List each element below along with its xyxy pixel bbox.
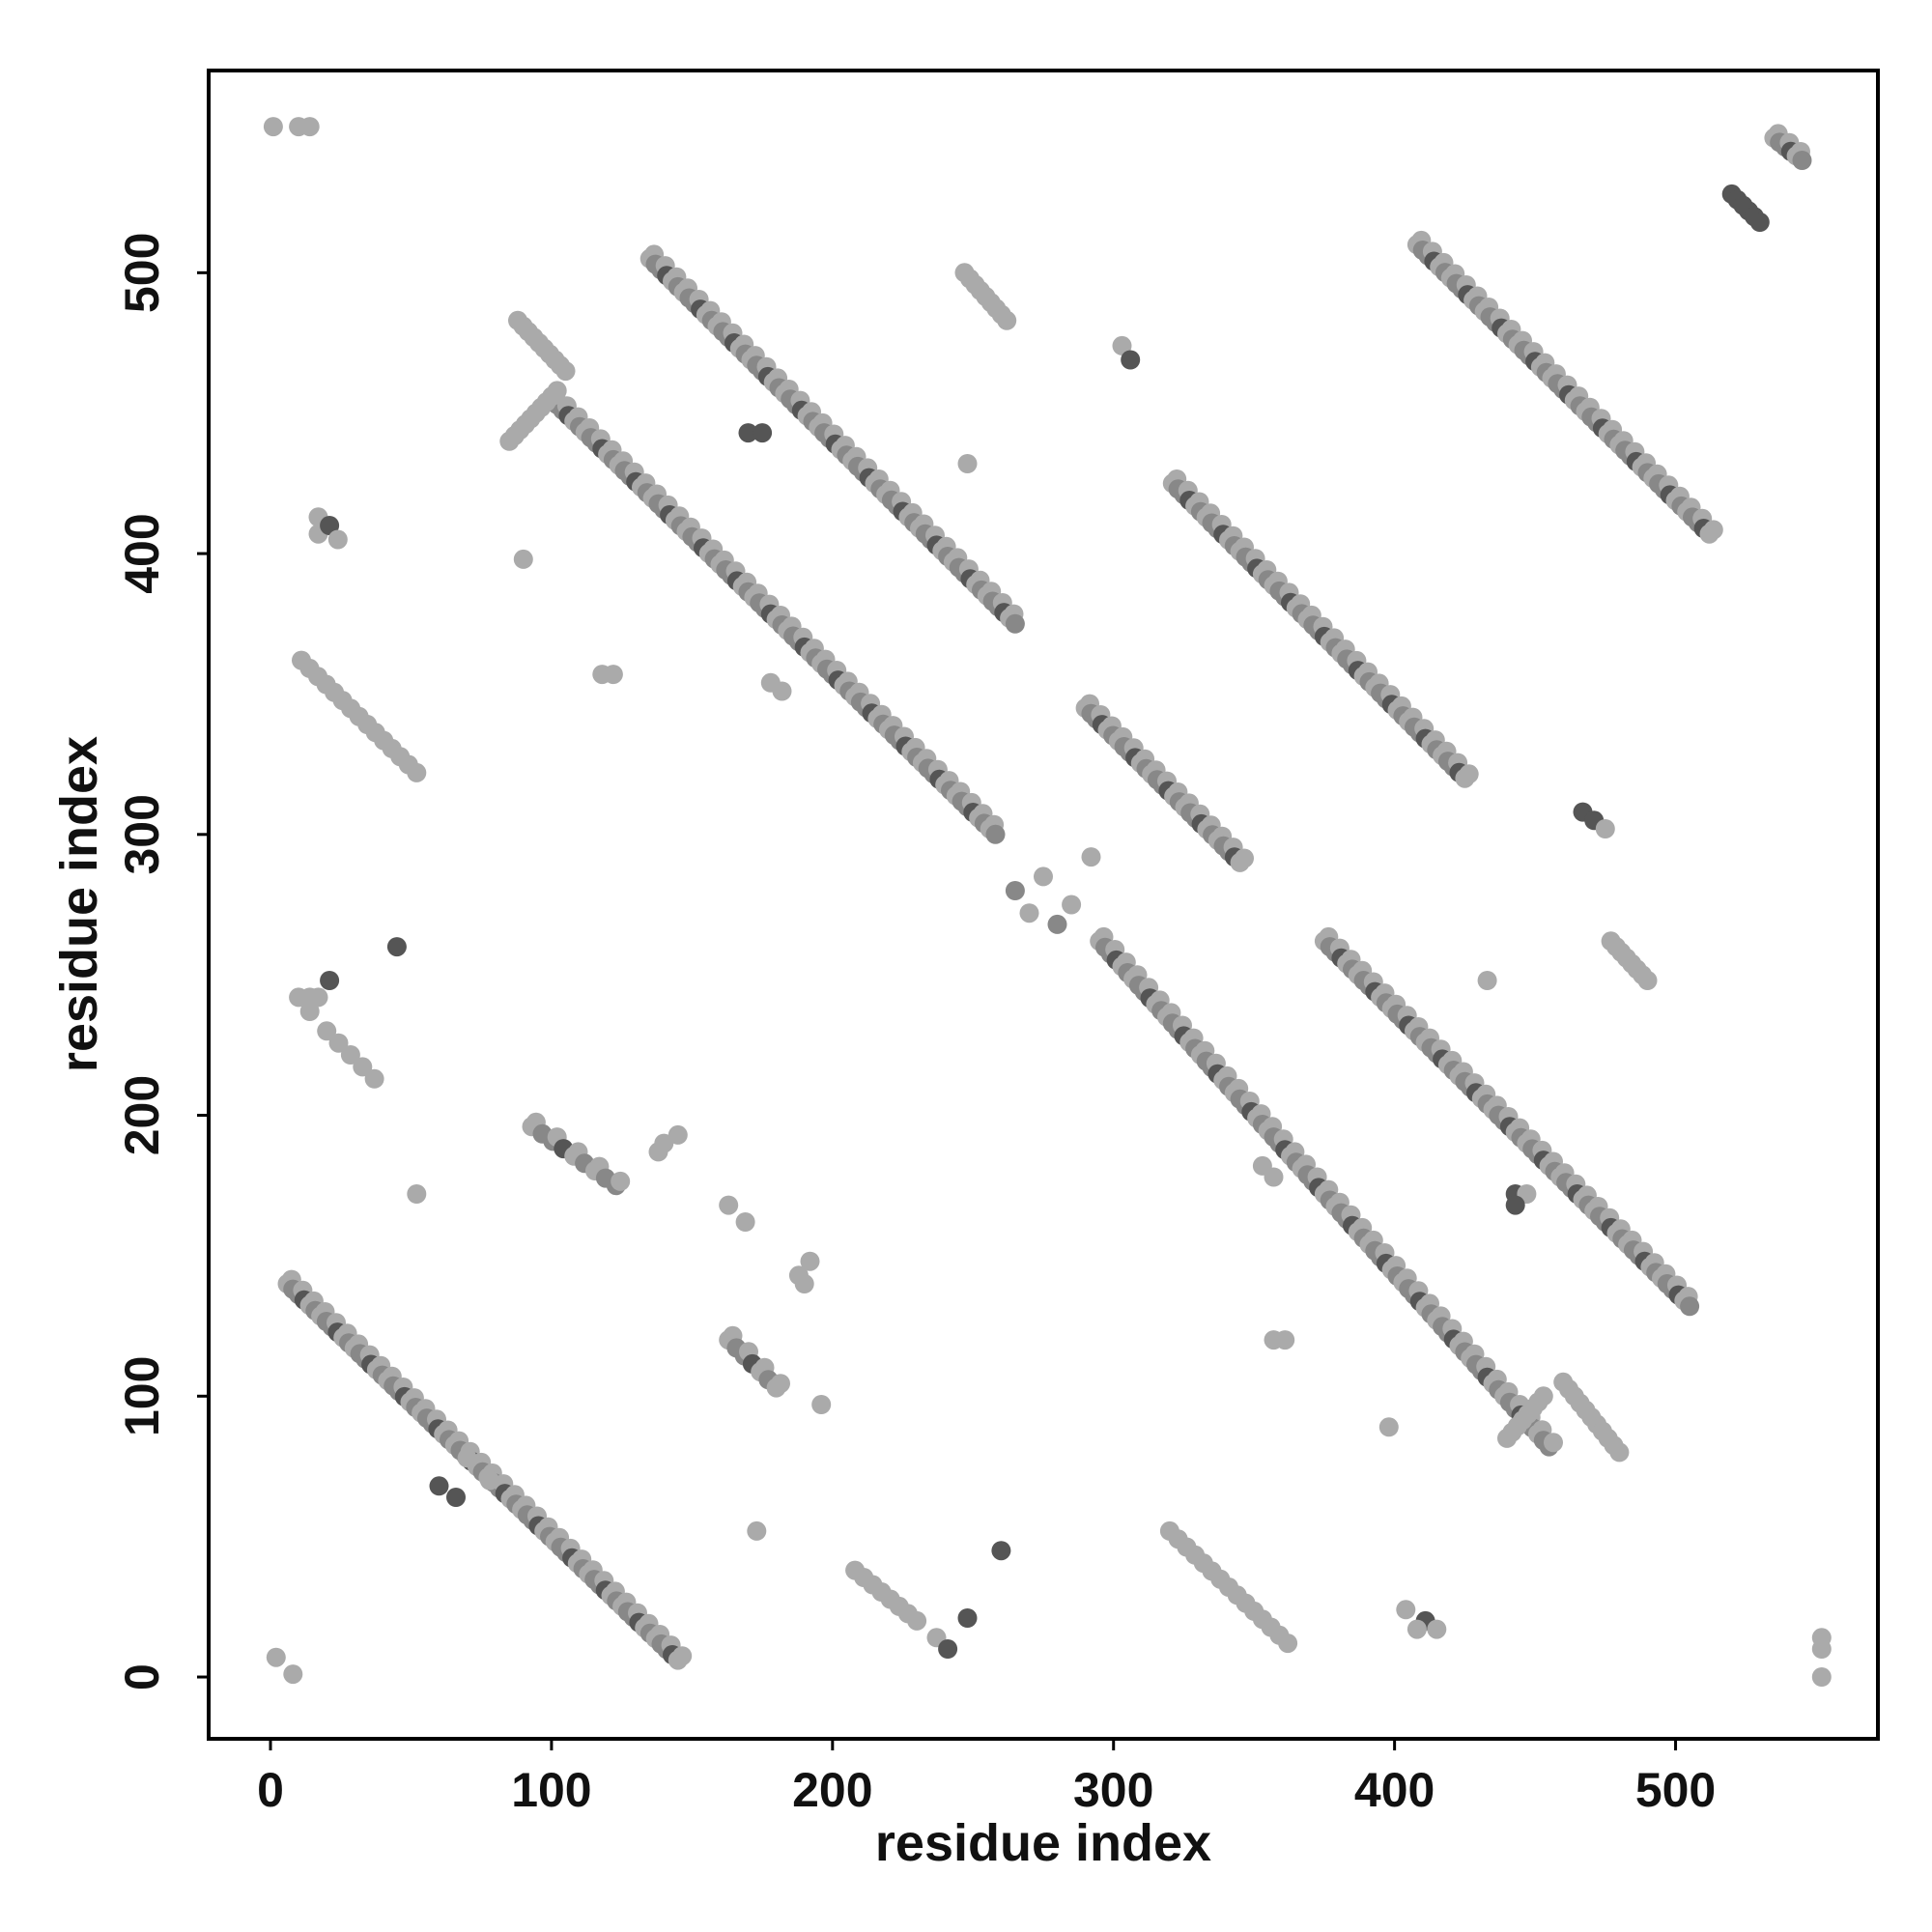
x-tick-label: 0 xyxy=(257,1763,284,1817)
data-point xyxy=(283,1664,303,1685)
y-tick-label: 200 xyxy=(115,1075,169,1155)
data-point xyxy=(1792,151,1812,170)
data-point xyxy=(328,1033,349,1053)
data-point xyxy=(429,1476,449,1496)
x-axis: 0 100 200 300 400 500 xyxy=(257,1739,1716,1817)
data-point xyxy=(603,665,623,685)
data-point xyxy=(1703,520,1723,540)
x-tick-label: 100 xyxy=(511,1763,591,1817)
data-point xyxy=(1235,848,1254,868)
data-point xyxy=(811,1395,832,1414)
x-tick-label: 400 xyxy=(1354,1763,1435,1817)
y-tick-label: 400 xyxy=(115,513,169,593)
data-point xyxy=(1749,213,1770,232)
data-point xyxy=(1005,881,1025,900)
x-tick-label: 300 xyxy=(1073,1763,1153,1817)
data-point xyxy=(938,1639,958,1659)
data-point xyxy=(1264,1167,1284,1187)
data-point xyxy=(1459,764,1479,784)
data-point xyxy=(1595,819,1615,838)
data-point xyxy=(1477,971,1497,990)
data-point xyxy=(340,1045,360,1065)
data-point xyxy=(308,987,328,1008)
data-point xyxy=(1062,895,1082,915)
data-point xyxy=(1427,1619,1447,1639)
data-point xyxy=(317,1021,337,1041)
data-point xyxy=(479,1470,499,1491)
data-point xyxy=(1005,613,1025,634)
y-axis-title: residue index xyxy=(50,736,108,1072)
data-point xyxy=(997,310,1017,330)
data-point xyxy=(794,1274,814,1293)
data-point xyxy=(1034,867,1053,887)
y-tick-label: 300 xyxy=(115,794,169,874)
data-point xyxy=(1081,847,1101,867)
data-point xyxy=(907,1610,927,1631)
data-point xyxy=(555,361,576,382)
data-point xyxy=(648,1142,668,1162)
data-point xyxy=(446,1488,466,1507)
data-point xyxy=(353,1057,373,1077)
data-points xyxy=(263,117,1832,1687)
data-point xyxy=(320,516,340,535)
data-point xyxy=(991,1541,1011,1561)
data-point xyxy=(1505,1195,1525,1215)
data-point xyxy=(1637,971,1658,990)
data-point xyxy=(1811,1667,1832,1687)
data-point xyxy=(672,1646,693,1666)
data-point xyxy=(668,1124,688,1145)
data-point xyxy=(1019,903,1039,923)
data-point xyxy=(1112,335,1132,355)
data-point xyxy=(1680,1296,1700,1317)
y-tick-label: 100 xyxy=(115,1356,169,1436)
data-point xyxy=(1533,1386,1553,1406)
data-point xyxy=(772,681,792,701)
data-point xyxy=(327,529,348,550)
y-tick-label: 500 xyxy=(115,233,169,313)
data-point xyxy=(457,1448,477,1468)
data-point xyxy=(263,117,283,137)
data-point xyxy=(386,937,407,957)
x-axis-title: residue index xyxy=(875,1814,1211,1872)
data-point xyxy=(1378,1417,1399,1437)
x-tick-label: 500 xyxy=(1635,1763,1716,1817)
data-point xyxy=(1121,350,1141,370)
data-point xyxy=(1544,1433,1563,1453)
data-point xyxy=(800,1251,820,1271)
data-point xyxy=(513,549,533,569)
y-axis: 0 100 200 300 400 500 xyxy=(115,233,209,1690)
data-point xyxy=(320,971,340,990)
data-point xyxy=(1609,1442,1630,1463)
y-tick-label: 0 xyxy=(115,1663,169,1690)
data-point xyxy=(957,1608,978,1628)
data-point xyxy=(1275,1330,1295,1350)
data-point xyxy=(753,423,773,443)
data-point xyxy=(611,1171,631,1191)
x-tick-label: 200 xyxy=(792,1763,872,1817)
data-point xyxy=(364,1068,384,1089)
data-point xyxy=(1396,1600,1416,1620)
data-point xyxy=(735,1212,755,1232)
data-point xyxy=(985,824,1006,844)
data-point xyxy=(1811,1639,1832,1659)
data-point xyxy=(266,1647,286,1667)
data-point xyxy=(299,117,320,137)
data-point xyxy=(957,454,978,473)
data-point xyxy=(771,1374,790,1394)
data-point xyxy=(299,1002,320,1021)
data-point xyxy=(1406,1619,1427,1639)
data-point xyxy=(747,1520,767,1541)
plot-frame xyxy=(207,69,1880,1741)
data-point xyxy=(738,423,758,443)
data-point xyxy=(1278,1634,1298,1654)
data-point xyxy=(547,381,567,401)
data-point xyxy=(407,762,427,782)
data-point xyxy=(407,1184,427,1204)
data-point xyxy=(719,1195,739,1215)
data-point xyxy=(1047,914,1067,934)
